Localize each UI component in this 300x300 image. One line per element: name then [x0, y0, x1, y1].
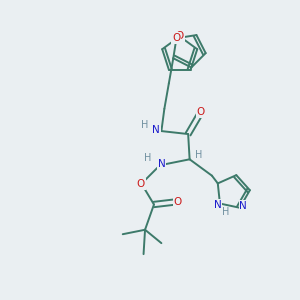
Text: O: O	[176, 32, 184, 41]
Text: H: H	[144, 153, 151, 163]
Text: H: H	[222, 208, 229, 218]
Text: O: O	[136, 179, 145, 189]
Text: H: H	[195, 150, 203, 160]
Text: O: O	[172, 33, 181, 43]
Text: N: N	[158, 159, 165, 169]
Text: N: N	[152, 124, 160, 135]
Text: N: N	[239, 201, 247, 211]
Text: O: O	[174, 197, 182, 207]
Text: H: H	[141, 119, 149, 130]
Text: O: O	[197, 107, 205, 117]
Text: N: N	[214, 200, 221, 210]
